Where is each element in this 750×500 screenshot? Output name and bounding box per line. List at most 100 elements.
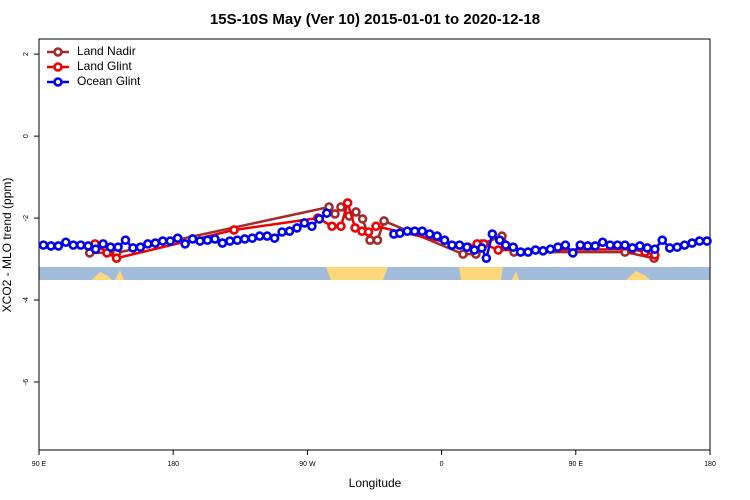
data-point bbox=[217, 238, 228, 248]
data-point bbox=[321, 208, 332, 218]
data-point bbox=[395, 228, 405, 239]
x-tick-label: 180 bbox=[167, 461, 179, 468]
x-tick-label: 90 E bbox=[569, 461, 584, 468]
data-point bbox=[462, 242, 472, 252]
data-point bbox=[187, 234, 198, 244]
data-point bbox=[284, 226, 295, 236]
land-shape bbox=[326, 267, 388, 280]
y-tick-label: 0 bbox=[23, 134, 30, 138]
data-point bbox=[494, 235, 505, 245]
data-point bbox=[672, 242, 682, 252]
data-point bbox=[165, 236, 176, 246]
data-point bbox=[493, 245, 504, 255]
data-point bbox=[635, 241, 645, 251]
data-point bbox=[402, 226, 413, 236]
data-point bbox=[157, 236, 168, 246]
land-shape bbox=[626, 271, 650, 280]
data-point bbox=[605, 240, 615, 250]
data-point bbox=[105, 242, 116, 252]
data-point bbox=[111, 253, 122, 264]
legend-swatch-marker bbox=[53, 62, 63, 72]
data-point bbox=[68, 240, 79, 250]
data-point bbox=[458, 249, 468, 259]
data-point bbox=[612, 240, 623, 250]
data-point bbox=[232, 235, 243, 245]
data-point bbox=[469, 245, 480, 255]
data-point bbox=[432, 231, 442, 241]
land-shape bbox=[512, 271, 519, 280]
data-point bbox=[575, 240, 586, 250]
land-shape bbox=[459, 267, 503, 280]
x-tick-label: 90 W bbox=[299, 461, 316, 468]
data-point bbox=[229, 225, 239, 235]
data-point bbox=[83, 241, 94, 251]
data-point bbox=[330, 209, 340, 219]
data-point bbox=[365, 235, 375, 245]
data-point bbox=[90, 244, 101, 255]
y-tick-label: -2 bbox=[23, 215, 30, 221]
data-point bbox=[150, 238, 161, 248]
data-point bbox=[225, 236, 235, 246]
legend-label: Land Nadir bbox=[77, 44, 136, 58]
data-point bbox=[314, 214, 325, 224]
data-point bbox=[172, 233, 183, 243]
data-point bbox=[75, 240, 86, 250]
data-point bbox=[477, 243, 487, 253]
data-point bbox=[336, 221, 346, 232]
data-point bbox=[439, 235, 450, 245]
legend-label: Ocean Glint bbox=[77, 74, 141, 88]
data-point bbox=[508, 242, 518, 252]
data-point bbox=[239, 234, 250, 244]
data-point bbox=[679, 240, 690, 250]
data-point bbox=[195, 236, 205, 246]
data-point bbox=[538, 246, 548, 256]
data-point bbox=[372, 235, 383, 245]
map-strip bbox=[39, 267, 710, 280]
data-point bbox=[515, 247, 526, 257]
data-point bbox=[590, 241, 600, 251]
data-point bbox=[487, 229, 498, 239]
data-point bbox=[568, 248, 578, 258]
data-point bbox=[657, 235, 668, 245]
data-point bbox=[38, 240, 49, 250]
data-point bbox=[454, 240, 465, 250]
data-point bbox=[254, 231, 265, 241]
data-point bbox=[560, 240, 571, 250]
y-tick-label: 2 bbox=[23, 52, 30, 56]
y-axis-label: XCO2 - MLO trend (ppm) bbox=[0, 178, 14, 313]
legend-swatch-marker bbox=[53, 47, 63, 57]
data-point bbox=[424, 229, 435, 239]
data-point bbox=[582, 241, 593, 251]
data-point bbox=[447, 240, 457, 250]
data-point bbox=[357, 214, 368, 224]
data-point bbox=[247, 233, 258, 243]
data-point bbox=[135, 242, 146, 252]
data-point bbox=[53, 241, 64, 251]
data-point bbox=[277, 227, 287, 237]
data-point bbox=[327, 221, 337, 232]
x-tick-label: 180 bbox=[704, 461, 716, 468]
x-tick-label: 90 E bbox=[32, 461, 47, 468]
y-tick-label: -6 bbox=[23, 379, 30, 385]
legend-label: Land Glint bbox=[77, 59, 132, 73]
data-point bbox=[342, 198, 353, 208]
x-tick-label: 0 bbox=[440, 461, 444, 468]
chart-title: 15S-10S May (Ver 10) 2015-01-01 to 2020-… bbox=[210, 11, 540, 28]
data-point bbox=[650, 244, 660, 255]
data-point bbox=[307, 221, 317, 232]
data-point bbox=[694, 236, 705, 246]
data-point bbox=[417, 226, 428, 236]
data-point bbox=[687, 238, 697, 248]
data-point bbox=[664, 243, 675, 253]
data-point bbox=[371, 221, 381, 232]
data-point bbox=[269, 233, 280, 243]
data-point bbox=[481, 253, 492, 264]
data-point bbox=[202, 235, 213, 245]
data-point bbox=[61, 237, 71, 248]
data-point bbox=[120, 235, 131, 245]
data-point bbox=[98, 239, 108, 249]
data-point bbox=[379, 216, 389, 226]
x-axis-label: Longitude bbox=[349, 476, 402, 490]
data-point bbox=[523, 247, 533, 257]
